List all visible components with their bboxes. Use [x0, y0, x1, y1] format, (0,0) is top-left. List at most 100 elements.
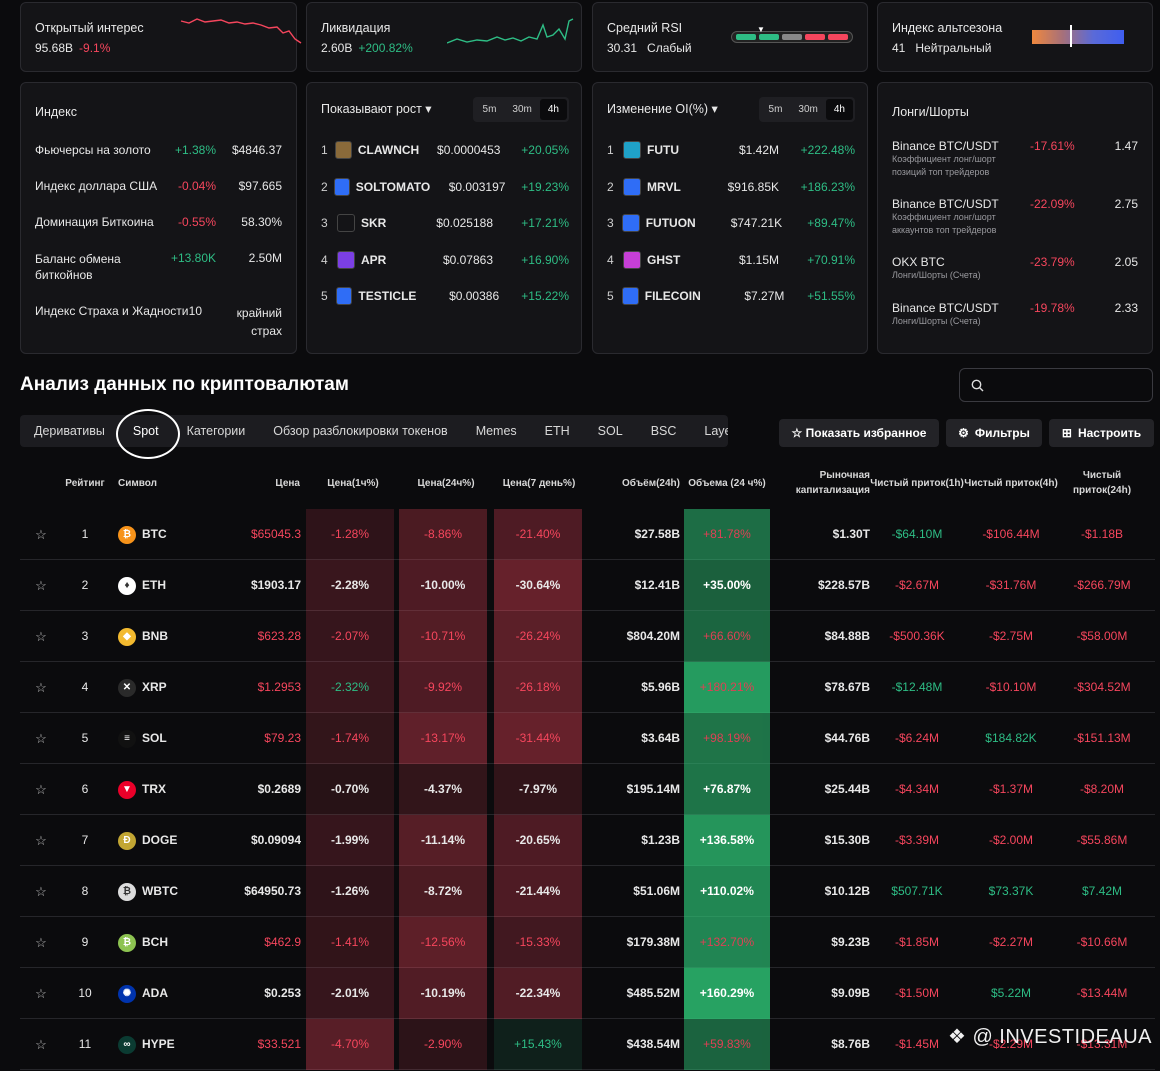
table-row[interactable]: ☆6▼TRX$0.2689-0.70%-4.37%-7.97%$195.14M+… [20, 764, 1155, 815]
col-price[interactable]: Цена [240, 476, 300, 491]
tf-4h[interactable]: 4h [826, 99, 853, 120]
table-row[interactable]: ☆10✺ADA$0.253-2.01%-10.19%-22.34%$485.52… [20, 968, 1155, 1019]
token-change: +222.48% [779, 143, 855, 157]
token-change: +20.05% [500, 143, 569, 157]
net-flow-24h: -$151.13M [1060, 713, 1144, 764]
net-flow-4h: -$106.44M [964, 509, 1058, 560]
market-cap: $1.30T [790, 509, 870, 560]
col-price-7d[interactable]: Цена(7 день%) [492, 476, 586, 491]
col-market-cap[interactable]: Рыночная капитализация [790, 468, 870, 498]
index-row[interactable]: Доминация Биткоина-0.55%58.30% [35, 215, 282, 233]
stat-card-liquidation[interactable]: Ликвидация 2.60B+200.82% [306, 2, 582, 72]
stat-card-open-interest[interactable]: Открытый интерес 95.68B-9.1% [20, 2, 297, 72]
index-row[interactable]: Фьючерсы на золото+1.38%$4846.37 [35, 143, 282, 161]
table-row[interactable]: ☆3◆BNB$623.28-2.07%-10.71%-26.24%$804.20… [20, 611, 1155, 662]
favorite-star-icon[interactable]: ☆ [35, 782, 47, 797]
table-row[interactable]: ☆9₿BCH$462.9-1.41%-12.56%-15.33%$179.38M… [20, 917, 1155, 968]
token-change: +16.90% [493, 253, 569, 267]
col-volume[interactable]: Объём(24h) [600, 476, 680, 491]
rank: 2 [70, 560, 100, 611]
token-value: $1.42M [689, 143, 779, 157]
section-title: Анализ данных по криптовалютам [20, 374, 349, 396]
search-input[interactable] [959, 368, 1153, 402]
tab-8[interactable]: Layer › [690, 415, 728, 447]
filters-button[interactable]: ⚙Фильтры [946, 419, 1042, 447]
tab-3[interactable]: Обзор разблокировки токенов [259, 415, 461, 447]
ls-value: 2.75 [1115, 197, 1138, 211]
col-volume-change[interactable]: Объема (24 ч%) [684, 476, 770, 491]
net-flow-4h: $73.37K [964, 866, 1058, 917]
favorite-star-icon[interactable]: ☆ [35, 986, 47, 1001]
table-row[interactable]: ☆4✕XRP$1.2953-2.32%-9.92%-26.18%$5.96B+1… [20, 662, 1155, 713]
table-row[interactable]: ☆8₿WBTC$64950.73-1.26%-8.72%-21.44%$51.0… [20, 866, 1155, 917]
favorite-star-icon[interactable]: ☆ [35, 680, 47, 695]
favorite-star-icon[interactable]: ☆ [35, 1037, 47, 1052]
tab-5[interactable]: ETH [531, 415, 584, 447]
favorite-star-icon[interactable]: ☆ [35, 731, 47, 746]
rank-number: 2 [607, 180, 623, 194]
oi-dropdown[interactable]: Изменение OI(%) ▾ [607, 101, 718, 116]
tab-6[interactable]: SOL [584, 415, 637, 447]
price-change-7d: -26.18% [494, 662, 582, 713]
show-favorites-button[interactable]: ☆ Показать избранное [779, 419, 939, 447]
settings-button[interactable]: ⊞Настроить [1049, 419, 1154, 447]
tf-30m[interactable]: 30m [790, 99, 825, 120]
favorite-star-icon[interactable]: ☆ [35, 935, 47, 950]
token-value: $916.85K [689, 180, 779, 194]
tf-4h[interactable]: 4h [540, 99, 567, 120]
net-flow-4h: -$10.10M [964, 662, 1058, 713]
col-price-1h[interactable]: Цена(1ч%) [306, 476, 400, 491]
tab-0[interactable]: Деривативы [20, 415, 119, 447]
favorite-star-icon[interactable]: ☆ [35, 629, 47, 644]
tab-4[interactable]: Memes [462, 415, 531, 447]
table-row[interactable]: ☆1₿BTC$65045.3-1.28%-8.86%-21.40%$27.58B… [20, 509, 1155, 560]
tf-30m[interactable]: 30m [504, 99, 539, 120]
net-flow-1h: -$12.48M [870, 662, 964, 713]
table-row[interactable]: ☆5≡SOL$79.23-1.74%-13.17%-31.44%$3.64B+9… [20, 713, 1155, 764]
price-change-1h: -2.07% [306, 611, 394, 662]
col-price-24h[interactable]: Цена(24ч%) [399, 476, 493, 491]
price-change-7d: -21.40% [494, 509, 582, 560]
col-flow-4h[interactable]: Чистый приток(4h) [964, 476, 1058, 491]
net-flow-1h: -$6.24M [870, 713, 964, 764]
col-rank[interactable]: Рейтинг [64, 476, 106, 491]
col-flow-24h[interactable]: Чистый приток(24h) [1070, 468, 1134, 498]
token-icon [623, 141, 641, 159]
favorite-star-icon[interactable]: ☆ [35, 527, 47, 542]
col-flow-1h[interactable]: Чистый приток(1h) [870, 476, 964, 491]
table-row[interactable]: ☆2♦ETH$1903.17-2.28%-10.00%-30.64%$12.41… [20, 560, 1155, 611]
net-flow-24h: -$55.86M [1060, 815, 1144, 866]
sparkline-chart [447, 15, 575, 47]
tf-5m[interactable]: 5m [475, 99, 505, 120]
index-row[interactable]: Индекс доллара США-0.04%$97.665 [35, 179, 282, 197]
price: $65045.3 [220, 509, 301, 560]
tab-2[interactable]: Категории [173, 415, 260, 447]
gainers-dropdown[interactable]: Показывают рост ▾ [321, 101, 432, 116]
tf-5m[interactable]: 5m [761, 99, 791, 120]
favorite-star-icon[interactable]: ☆ [35, 833, 47, 848]
favorite-star-icon[interactable]: ☆ [35, 578, 47, 593]
coin-icon: ₿ [118, 883, 136, 901]
tab-7[interactable]: BSC [637, 415, 691, 447]
col-symbol[interactable]: Символ [118, 476, 158, 491]
favorite-star-icon[interactable]: ☆ [35, 884, 47, 899]
